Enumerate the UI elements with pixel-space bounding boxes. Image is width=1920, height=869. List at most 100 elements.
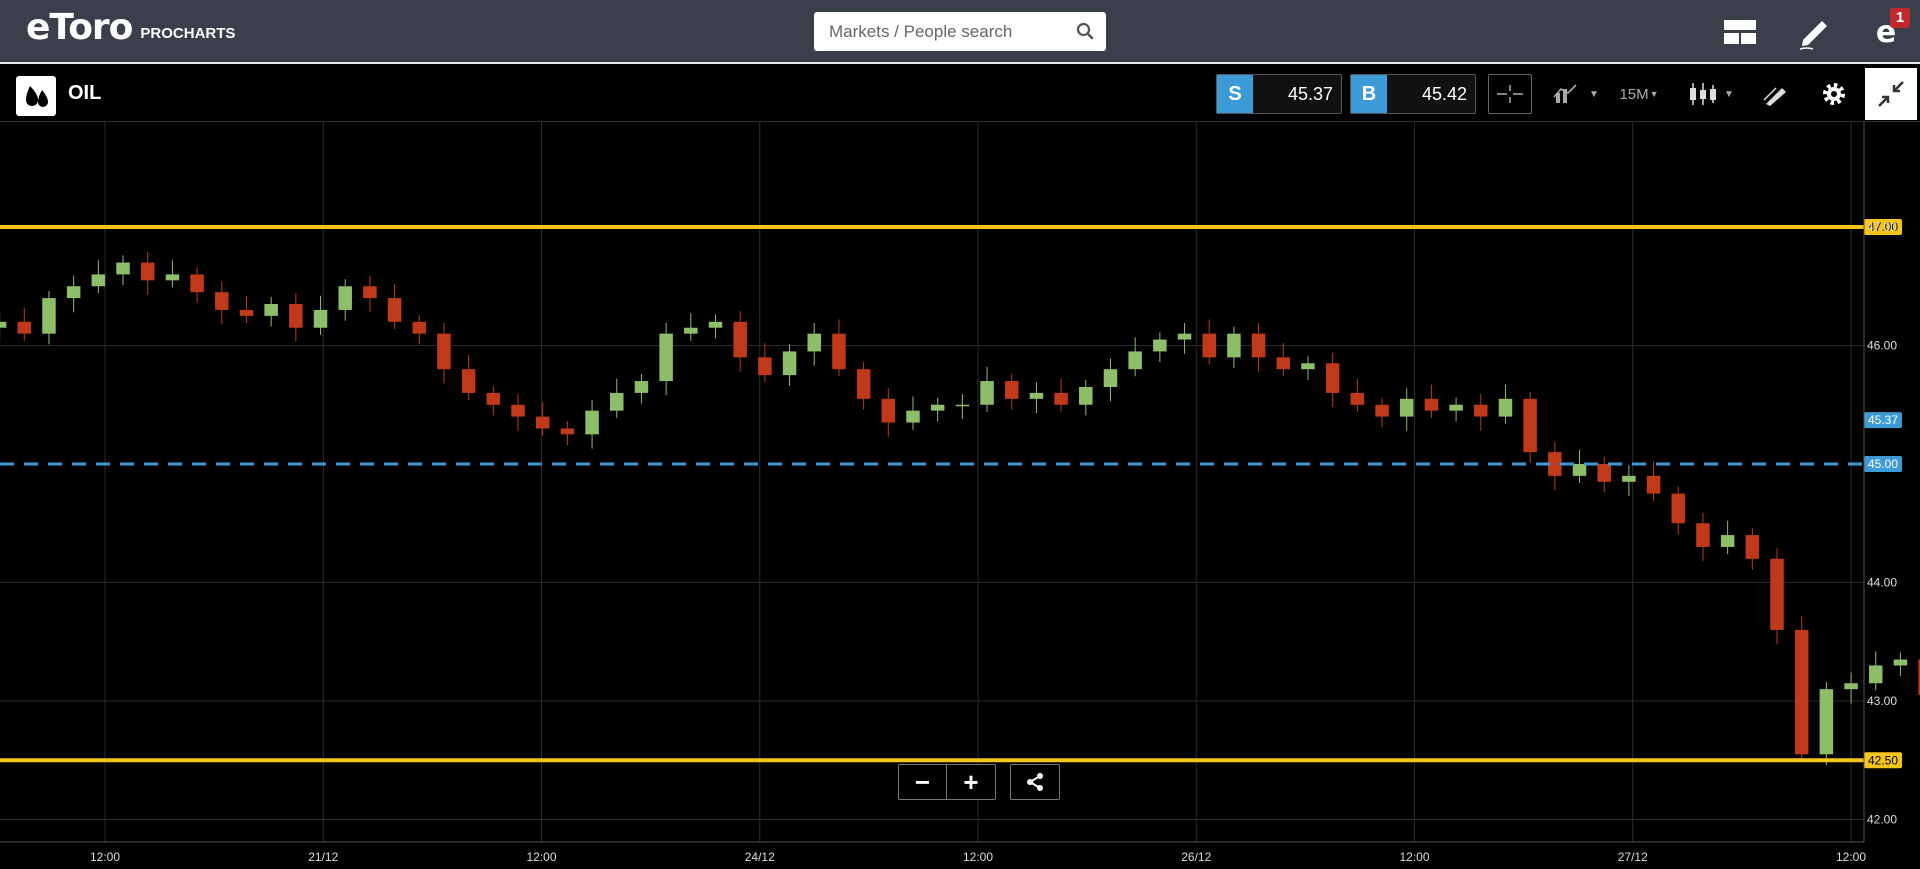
candle-body bbox=[66, 286, 81, 299]
logo-sub-text: PROCHARTS bbox=[140, 25, 236, 42]
candle-body bbox=[140, 262, 155, 281]
candle-body bbox=[1869, 665, 1883, 684]
x-tick-label: 12:00 bbox=[526, 850, 556, 864]
candle-body bbox=[338, 286, 352, 310]
candle-body bbox=[511, 404, 525, 417]
etoro-logo[interactable]: eToro PROCHARTS bbox=[26, 10, 235, 46]
x-tick-label: 12:00 bbox=[1836, 850, 1866, 864]
candle-body bbox=[1079, 386, 1093, 405]
chevron-down-icon: ▼ bbox=[1724, 88, 1734, 100]
candle-body bbox=[1325, 363, 1340, 393]
candle-body bbox=[1449, 404, 1463, 411]
x-tick-label: 12:00 bbox=[90, 850, 120, 864]
candle-body bbox=[1696, 523, 1710, 547]
candle-body bbox=[215, 292, 229, 310]
candle-body bbox=[1004, 381, 1019, 399]
crosshair-button[interactable] bbox=[1488, 74, 1532, 114]
exit-fullscreen-button[interactable] bbox=[1865, 68, 1917, 120]
indicators-button[interactable]: ▼ bbox=[1548, 74, 1604, 114]
crosshair-icon bbox=[1497, 85, 1523, 103]
candle-body bbox=[239, 309, 254, 316]
zoom-in-button[interactable]: + bbox=[963, 766, 979, 797]
logo-main-text: eToro bbox=[26, 7, 133, 48]
candle-body bbox=[1227, 333, 1241, 358]
candle-body bbox=[1177, 333, 1192, 340]
collapse-icon bbox=[1878, 81, 1904, 107]
level-label-box bbox=[1864, 456, 1902, 472]
candle-body bbox=[91, 274, 106, 287]
buy-button[interactable]: B 45.42 bbox=[1350, 74, 1476, 114]
current-price-label: 45.37 bbox=[1868, 413, 1898, 427]
candle-body bbox=[1103, 369, 1118, 387]
candle-body bbox=[1251, 333, 1266, 358]
candle-body bbox=[1128, 351, 1142, 370]
settings-button[interactable] bbox=[1812, 74, 1856, 114]
top-header: eToro PROCHARTS e 1 bbox=[0, 0, 1920, 64]
candle-body bbox=[733, 321, 747, 358]
chart-axes: 12:00 21/12 12:00 24/12 12:00 26/12 12:00 27/12… bbox=[0, 122, 1897, 864]
candle-body bbox=[758, 357, 772, 376]
candle-body bbox=[1548, 452, 1562, 476]
candle-body bbox=[980, 381, 994, 405]
layout-icon[interactable] bbox=[1720, 12, 1760, 52]
chart-toolbar: OIL S 45.37 B 45.42 ▼ 15M ▼ bbox=[0, 66, 1920, 122]
y-tick-label: 46.00 bbox=[1867, 339, 1897, 353]
timeframe-select[interactable]: 15M ▼ bbox=[1614, 74, 1664, 114]
candle-body bbox=[955, 404, 970, 407]
candle-body bbox=[1276, 357, 1291, 370]
candlestick-icon bbox=[1690, 83, 1717, 105]
candle-body bbox=[116, 262, 130, 275]
chart-type-button[interactable]: ▼ bbox=[1682, 74, 1740, 114]
candle-body bbox=[807, 333, 821, 352]
candle-body bbox=[363, 286, 377, 299]
candle-body bbox=[610, 392, 624, 411]
zoom-controls: − + bbox=[898, 764, 996, 800]
level-label: 42.50 bbox=[1868, 753, 1898, 767]
candle-body bbox=[535, 416, 550, 429]
share-button[interactable] bbox=[1011, 765, 1059, 799]
edit-icon[interactable] bbox=[1795, 12, 1835, 52]
chevron-down-icon: ▼ bbox=[1589, 88, 1599, 100]
candle-body bbox=[1671, 493, 1686, 524]
zoom-out-button[interactable]: − bbox=[899, 765, 947, 799]
candle-body bbox=[412, 321, 427, 334]
etoro-notifications-icon[interactable]: e 1 bbox=[1866, 8, 1910, 52]
candle-body bbox=[1498, 398, 1513, 417]
candlestick-series bbox=[0, 251, 1920, 765]
candle-body bbox=[708, 321, 723, 328]
search-input[interactable] bbox=[814, 12, 1064, 51]
y-tick-label: 43.00 bbox=[1867, 694, 1897, 708]
sell-label: S bbox=[1217, 75, 1253, 113]
candle-body bbox=[42, 298, 56, 334]
candle-body bbox=[634, 381, 649, 393]
level-label-box bbox=[1864, 219, 1902, 235]
candle-body bbox=[832, 333, 846, 370]
sell-button[interactable]: S 45.37 bbox=[1216, 74, 1342, 114]
draw-tools-button[interactable] bbox=[1754, 74, 1798, 114]
candle-body bbox=[190, 274, 204, 293]
candle-body bbox=[1794, 629, 1809, 755]
y-tick-label: 44.00 bbox=[1867, 576, 1897, 590]
candle-body bbox=[437, 333, 451, 370]
gear-icon bbox=[1823, 83, 1845, 105]
buy-label: B bbox=[1351, 75, 1387, 113]
candle-body bbox=[906, 410, 920, 423]
instrument-name: OIL bbox=[68, 82, 102, 104]
candle-body bbox=[1597, 464, 1611, 482]
y-tick-label: 47.00 bbox=[1867, 220, 1897, 234]
candle-body bbox=[782, 351, 797, 376]
price-chart[interactable]: 47.00 45.00 42.50 45.37 12:00 21/12 12:00 24/1… bbox=[0, 122, 1920, 869]
buy-price: 45.42 bbox=[1387, 75, 1475, 113]
sell-price: 45.37 bbox=[1253, 75, 1341, 113]
candle-body bbox=[313, 309, 328, 328]
candle-body bbox=[387, 298, 402, 322]
candle-body bbox=[930, 404, 945, 411]
timeframe-label: 15M bbox=[1619, 85, 1649, 103]
horizontal-levels: 47.00 45.00 42.50 45.37 bbox=[0, 219, 1902, 769]
search-icon[interactable] bbox=[1076, 22, 1094, 40]
candle-body bbox=[560, 428, 575, 435]
candle-body bbox=[1523, 398, 1537, 453]
candle-body bbox=[1350, 392, 1365, 405]
candle-body bbox=[1572, 464, 1587, 476]
candle-body bbox=[17, 321, 32, 334]
